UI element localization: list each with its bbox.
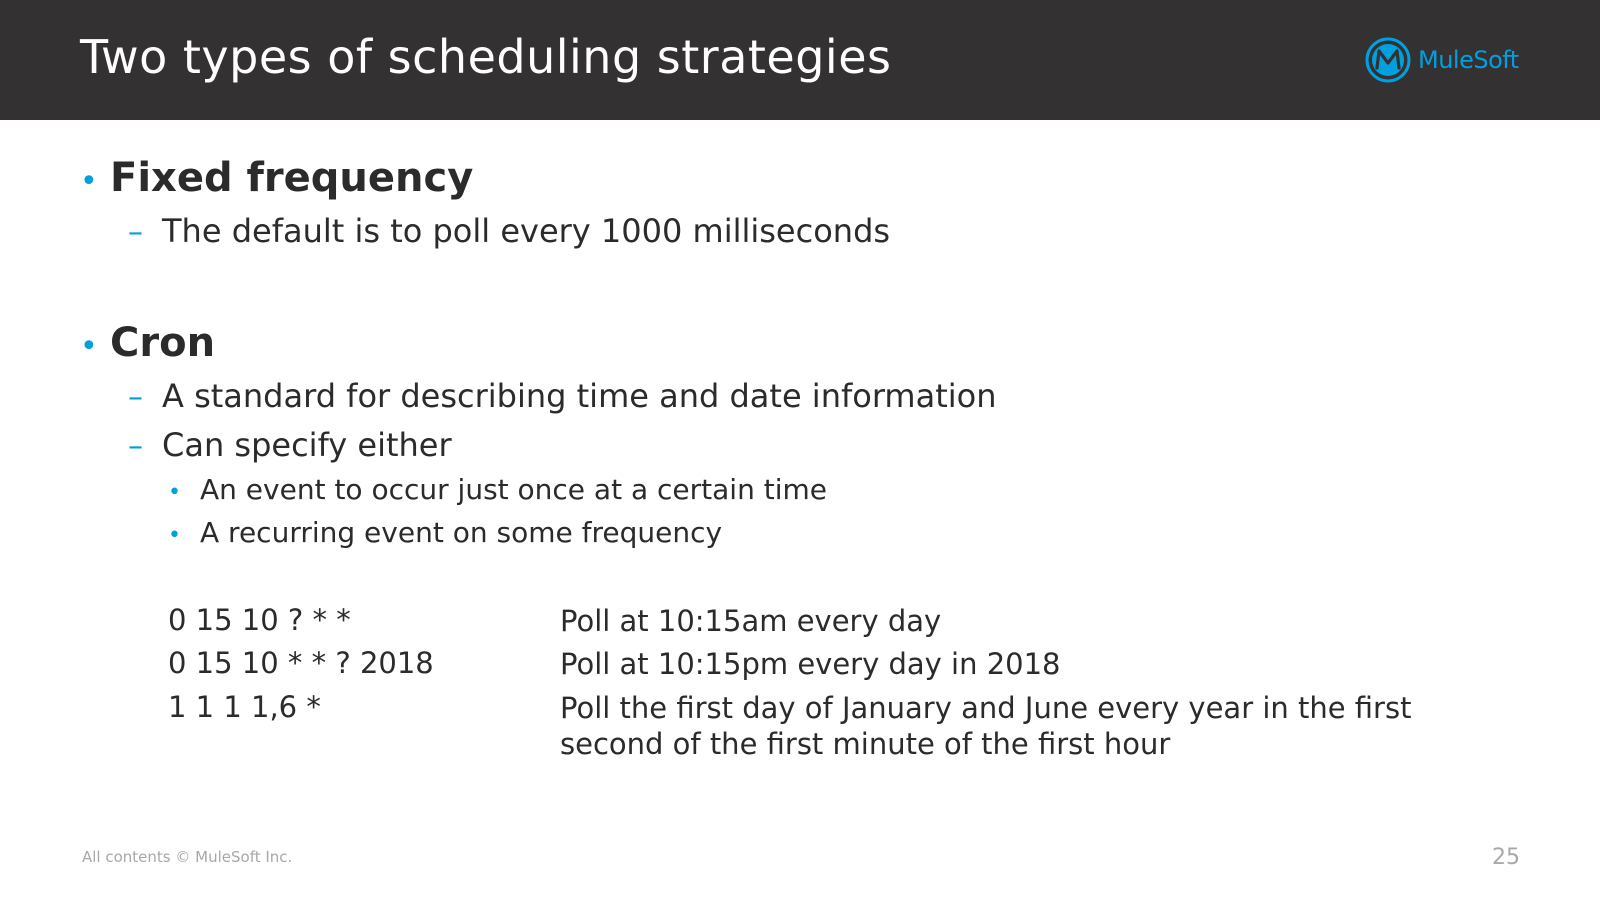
slide-header: Two types of scheduling strategies MuleS… [0, 0, 1600, 120]
page-number: 25 [1492, 845, 1520, 870]
bullet-dot-icon: • [80, 164, 98, 199]
cron-expression: 0 15 10 ? * * [168, 603, 351, 637]
cron-description: Poll at 10:15pm every day in 2018 [560, 647, 1061, 681]
bullet-fixed-frequency: • Fixed frequency [80, 155, 473, 201]
dash-icon: – [128, 380, 143, 415]
sub-sub-bullet-text: An event to occur just once at a certain… [200, 473, 827, 506]
bullet-label: Fixed frequency [110, 155, 474, 201]
cron-expression: 1 1 1 1,6 * [168, 690, 321, 724]
sub-sub-bullet-text: A recurring event on some frequency [200, 516, 723, 549]
footer-copyright: All contents © MuleSoft Inc. [82, 848, 293, 866]
sub-bullet-specify: – Can specify either [128, 426, 452, 464]
sub-bullet-standard: – A standard for describing time and dat… [128, 377, 996, 415]
slide-title: Two types of scheduling strategies [80, 30, 892, 84]
mulesoft-logo: MuleSoft [1364, 36, 1519, 84]
sub-bullet-default-poll: – The default is to poll every 1000 mill… [128, 212, 890, 250]
cron-description: Poll at 10:15am every day [560, 604, 942, 638]
bullet-label: Cron [110, 320, 216, 366]
sub-sub-bullet-once: • An event to occur just once at a certa… [168, 473, 827, 506]
cron-description: Poll the first day of January and June e… [560, 691, 1412, 761]
sub-sub-bullet-recurring: • A recurring event on some frequency [168, 516, 722, 549]
dash-icon: – [128, 215, 143, 250]
bullet-dot-icon: • [168, 523, 181, 548]
bullet-dot-icon: • [168, 480, 181, 505]
mulesoft-m-icon [1365, 37, 1411, 83]
cron-expression: 0 15 10 * * ? 2018 [168, 646, 434, 680]
sub-bullet-text: A standard for describing time and date … [162, 377, 997, 415]
bullet-dot-icon: • [80, 329, 98, 364]
logo-text: MuleSoft [1418, 46, 1519, 74]
bullet-cron: • Cron [80, 320, 215, 366]
sub-bullet-text: Can specify either [162, 426, 452, 464]
dash-icon: – [128, 429, 143, 464]
sub-bullet-text: The default is to poll every 1000 millis… [162, 212, 891, 250]
